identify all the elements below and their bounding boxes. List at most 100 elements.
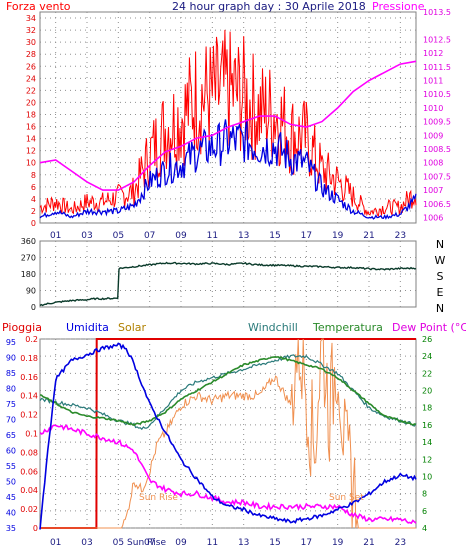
rain-tick: 0.16 xyxy=(20,373,38,382)
top-right-tick: 1008 xyxy=(423,159,443,168)
bot-x-tick: 03 xyxy=(81,538,92,548)
rain-tick: 0.1 xyxy=(25,430,38,439)
sun-rise-label: Sun Rise xyxy=(139,493,178,503)
bot-x-tick: 09 xyxy=(175,538,187,548)
bot-x-tick: 01 xyxy=(50,538,61,548)
rain-tick: 0.12 xyxy=(20,411,38,420)
top-x-tick: 17 xyxy=(301,231,312,241)
top-x-tick: 21 xyxy=(363,231,374,241)
dewpoint-line xyxy=(39,424,417,525)
temp-tick: 6 xyxy=(422,507,427,516)
wind-gust-line xyxy=(39,29,417,217)
humidity-label: Umidita xyxy=(66,321,109,334)
rain-tick: 0.08 xyxy=(20,448,38,457)
humidity-tick: 50 xyxy=(6,478,16,487)
top-left-tick: 30 xyxy=(26,38,36,47)
rain-tick: 0.18 xyxy=(20,354,38,363)
solar-label: Solar xyxy=(118,321,147,334)
top-x-tick: 09 xyxy=(175,231,187,241)
humidity-tick: 95 xyxy=(6,338,16,347)
humidity-tick: 90 xyxy=(6,354,16,363)
top-right-tick: 1013.5 xyxy=(423,8,451,17)
humidity-tick: 40 xyxy=(6,509,16,518)
top-right-tick: 1009 xyxy=(423,131,443,140)
humidity-tick: 65 xyxy=(6,431,16,440)
top-x-tick: 11 xyxy=(207,231,218,241)
pressure-line xyxy=(39,60,417,191)
data-series xyxy=(39,29,417,530)
humidity-tick: 35 xyxy=(6,524,16,533)
top-right-tick: 1008.5 xyxy=(423,145,451,154)
pressure-title: Pressione xyxy=(372,0,425,13)
temp-tick: 8 xyxy=(422,490,427,499)
rain-tick: 0.06 xyxy=(20,467,38,476)
top-left-tick: 24 xyxy=(26,74,36,83)
top-x-tick: 05 xyxy=(113,231,124,241)
humidity-tick: 60 xyxy=(6,447,16,456)
direction-letter: S xyxy=(437,270,444,283)
top-left-tick: 2 xyxy=(31,207,36,216)
direction-letter: N xyxy=(436,302,444,315)
dewpoint-label: Dew Point (°C) xyxy=(392,321,466,334)
rain-tick: 0.14 xyxy=(20,392,38,401)
sun-set-label: Sun Set xyxy=(329,493,364,503)
top-right-tick: 1009.5 xyxy=(423,118,451,127)
tick-labels: 01 03 05 07 09 11 13 15 17 19 21 230246810121416182… xyxy=(6,8,451,548)
dir-left-tick: 90 xyxy=(26,287,36,296)
temp-tick: 16 xyxy=(422,421,432,430)
temp-tick: 14 xyxy=(422,438,432,447)
temp-tick: 4 xyxy=(422,524,427,533)
humidity-tick: 75 xyxy=(6,400,16,409)
humidity-tick: 80 xyxy=(6,385,16,394)
top-left-tick: 22 xyxy=(26,86,36,95)
top-left-tick: 20 xyxy=(26,98,36,107)
bot-x-tick: 17 xyxy=(301,538,312,548)
rain-tick: 0 xyxy=(33,524,38,533)
temp-tick: 18 xyxy=(422,404,432,413)
solar-line xyxy=(40,338,416,529)
rain-tick: 0.02 xyxy=(20,505,38,514)
wind-average-line xyxy=(39,119,417,220)
top-left-tick: 28 xyxy=(26,50,36,59)
top-left-tick: 12 xyxy=(26,147,36,156)
top-x-tick: 07 xyxy=(144,231,155,241)
bot-x-tick: 13 xyxy=(238,538,249,548)
temp-tick: 24 xyxy=(422,352,432,361)
top-right-tick: 1010 xyxy=(423,104,443,113)
direction-letter: E xyxy=(437,286,444,299)
bot-x-tick: 07 xyxy=(144,538,155,548)
top-right-tick: 1011 xyxy=(423,77,443,86)
bot-x-tick: 19 xyxy=(332,538,344,548)
humidity-tick: 70 xyxy=(6,416,16,425)
top-left-tick: 6 xyxy=(31,183,36,192)
bot-x-tick: 21 xyxy=(363,538,374,548)
top-left-tick: 16 xyxy=(26,123,36,132)
wind-title: Forza vento xyxy=(6,0,71,13)
dir-left-tick: 180 xyxy=(21,270,36,279)
top-right-tick: 1012 xyxy=(423,49,443,58)
temperature-line xyxy=(39,355,417,427)
temp-tick: 26 xyxy=(422,335,432,344)
temperature-label: Temperatura xyxy=(312,321,383,334)
temp-tick: 12 xyxy=(422,455,432,464)
top-right-tick: 1007 xyxy=(423,186,443,195)
top-left-tick: 14 xyxy=(26,135,36,144)
bot-x-tick: 05 xyxy=(113,538,124,548)
direction-letter: N xyxy=(436,238,444,251)
top-right-tick: 1012.5 xyxy=(423,35,451,44)
humidity-tick: 85 xyxy=(6,369,16,378)
top-left-tick: 4 xyxy=(31,195,36,204)
rain-label: Pioggia xyxy=(2,321,42,334)
windchill-line xyxy=(39,354,417,431)
top-x-tick: 15 xyxy=(269,231,280,241)
sun-rise-tick: Sun Rise xyxy=(127,538,166,548)
top-left-tick: 0 xyxy=(31,219,36,228)
top-left-tick: 8 xyxy=(31,171,36,180)
windchill-label: Windchill xyxy=(248,321,298,334)
temp-tick: 22 xyxy=(422,369,432,378)
chart-title: 24 hour graph day : 30 Aprile 2018 xyxy=(172,0,366,13)
direction-letter: W xyxy=(435,254,446,267)
humidity-line xyxy=(39,342,417,530)
top-x-tick: 01 xyxy=(50,231,61,241)
